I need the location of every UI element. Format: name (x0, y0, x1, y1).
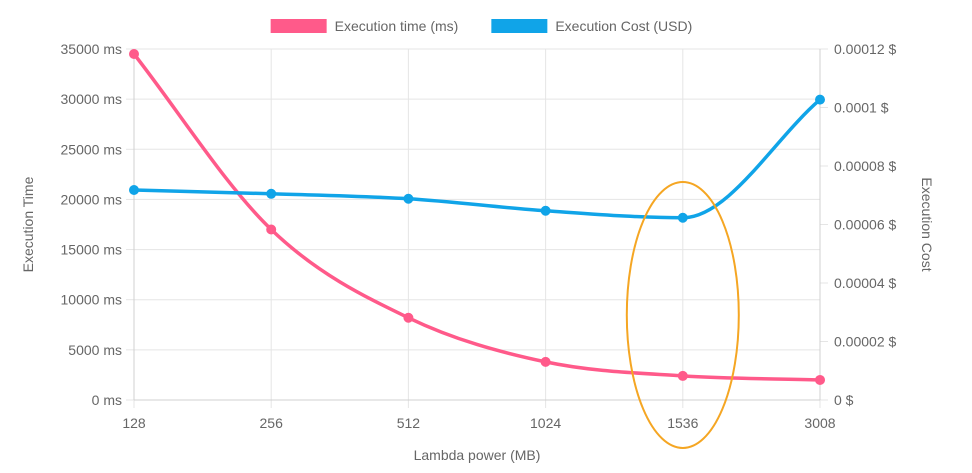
legend[interactable]: Execution time (ms) Execution Cost (USD) (270, 18, 693, 34)
legend-label: Execution Cost (USD) (555, 18, 692, 34)
y-left-tick-label: 5000 ms (68, 342, 122, 358)
x-tick-label: 512 (397, 415, 421, 431)
x-tick-label: 256 (260, 415, 284, 431)
data-point-0[interactable] (403, 312, 414, 323)
y-axis-left-title: Execution Time (20, 176, 36, 272)
y-right-tick-label: 0.00002 $ (834, 334, 896, 350)
data-point-0[interactable] (815, 374, 825, 385)
data-point-0[interactable] (266, 224, 277, 235)
data-point-1[interactable] (677, 212, 688, 223)
series-line-1 (132, 97, 822, 220)
x-tick-label: 1024 (530, 415, 561, 431)
y-right-tick-label: 0.0001 $ (834, 100, 889, 116)
y-right-tick-label: 0.00008 $ (834, 158, 896, 174)
data-point-0[interactable] (129, 49, 139, 60)
legend-label: Execution time (ms) (335, 18, 459, 34)
x-tick-label: 3008 (804, 415, 835, 431)
legend-swatch (491, 19, 548, 33)
data-point-1[interactable] (129, 184, 139, 195)
legend-item-0[interactable]: Execution time (ms) (270, 18, 459, 34)
y-right-tick-label: 0.00004 $ (834, 275, 896, 291)
y-left-tick-label: 30000 ms (61, 91, 122, 107)
y-left-tick-label: 20000 ms (61, 191, 122, 207)
x-axis-title: Lambda power (MB) (414, 447, 541, 463)
y-right-tick-label: 0.00012 $ (834, 41, 896, 57)
series-line-0 (132, 52, 822, 382)
y-right-tick-label: 0.00006 $ (834, 217, 896, 233)
y-left-tick-label: 25000 ms (61, 141, 122, 157)
data-point-1[interactable] (815, 94, 825, 105)
y-left-tick-label: 10000 ms (61, 292, 122, 308)
series (129, 49, 825, 385)
data-point-1[interactable] (540, 205, 551, 216)
data-point-1[interactable] (403, 193, 414, 204)
legend-item-1[interactable]: Execution Cost (USD) (491, 18, 692, 34)
axes: 0 ms 5000 ms 10000 ms 15000 ms 20000 ms 25000… (61, 41, 897, 431)
grid (126, 48, 828, 408)
y-axis-right-title: Execution Cost (919, 177, 935, 271)
y-left-tick-label: 35000 ms (61, 41, 122, 57)
data-point-0[interactable] (677, 370, 688, 381)
annotation (625, 181, 740, 449)
x-tick-label: 1536 (667, 415, 698, 431)
y-left-tick-label: 15000 ms (61, 242, 122, 258)
y-right-tick-label: 0 $ (834, 392, 854, 408)
highlight-ellipse (625, 181, 740, 449)
x-tick-label: 128 (122, 415, 146, 431)
y-left-tick-label: 0 ms (92, 392, 122, 408)
legend-swatch (270, 19, 327, 33)
data-point-1[interactable] (266, 188, 277, 199)
data-point-0[interactable] (540, 356, 551, 367)
